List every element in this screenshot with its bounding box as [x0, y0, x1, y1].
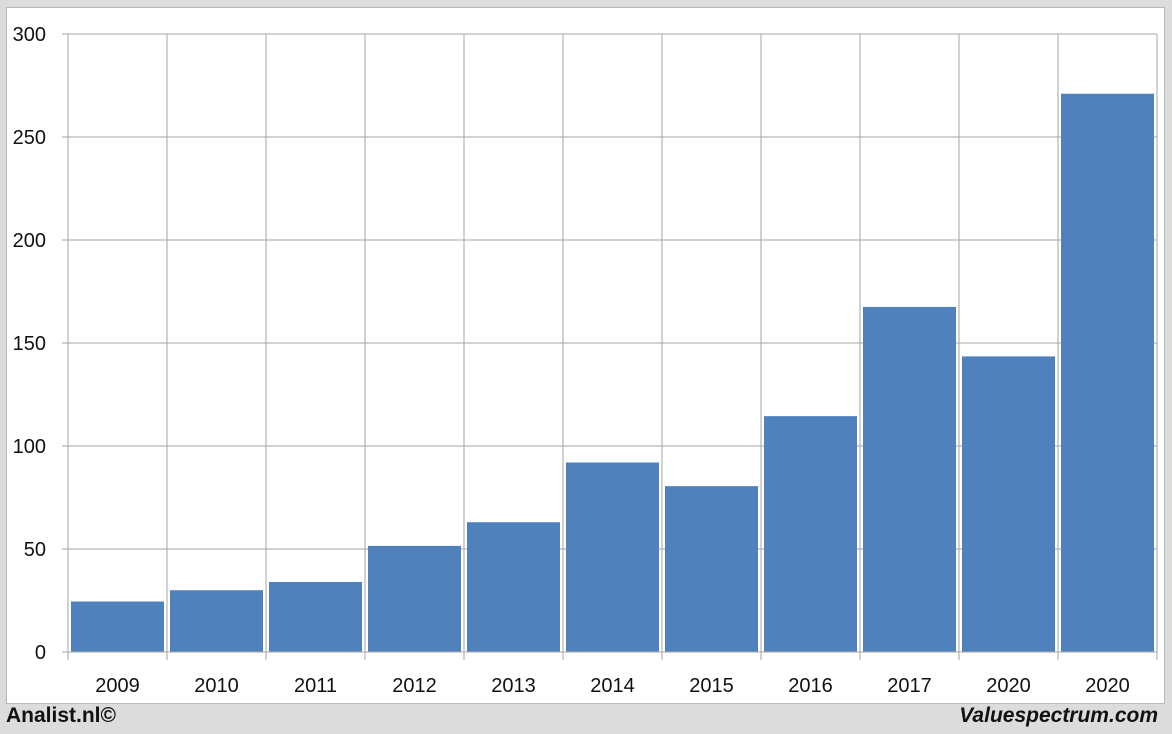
x-tick-label: 2020	[1085, 675, 1130, 697]
bar-chart: 0 50 100 150 200 250 300 2009 2010 2011 2012 2013 20…	[13, 24, 1158, 697]
bar-2009	[71, 601, 164, 652]
x-tick-label: 2012	[392, 675, 437, 697]
bar-2020	[962, 356, 1055, 652]
x-tick-label: 2014	[590, 675, 635, 697]
footer-brand-label: Valuespectrum.com	[959, 704, 1158, 727]
y-tick-label: 100	[13, 436, 46, 458]
y-tick-label: 250	[13, 127, 46, 149]
x-tick-label: 2011	[294, 675, 337, 697]
x-tick-label: 2015	[689, 675, 734, 697]
x-tick-label: 2017	[887, 675, 932, 697]
x-tick-label: 2009	[95, 675, 140, 697]
bars-layer	[71, 93, 1154, 653]
bar-2011	[269, 581, 362, 652]
bar-2010	[170, 590, 263, 652]
x-tick-label: 2020	[986, 675, 1031, 697]
x-tick-label: 2016	[788, 675, 833, 697]
bar-2020	[1061, 93, 1154, 653]
bar-2015	[665, 486, 758, 652]
y-tick-label: 300	[13, 24, 46, 46]
y-tick-label: 200	[13, 230, 46, 252]
y-tick-label: 0	[35, 642, 46, 664]
bar-2017	[863, 306, 956, 652]
y-tick-label: 50	[24, 539, 46, 561]
axis-layer	[62, 33, 1157, 653]
footer-source-label: Analist.nl©	[6, 704, 116, 727]
x-tick-label: 2010	[194, 675, 239, 697]
bar-2016	[764, 416, 857, 652]
labels-layer: 0 50 100 150 200 250 300 2009 2010 2011 2012 2013 20…	[13, 24, 1130, 697]
bar-2014	[566, 462, 659, 652]
y-tick-label: 150	[13, 333, 46, 355]
x-tick-label: 2013	[491, 675, 536, 697]
bar-2013	[467, 522, 560, 652]
bar-2012	[368, 545, 461, 652]
